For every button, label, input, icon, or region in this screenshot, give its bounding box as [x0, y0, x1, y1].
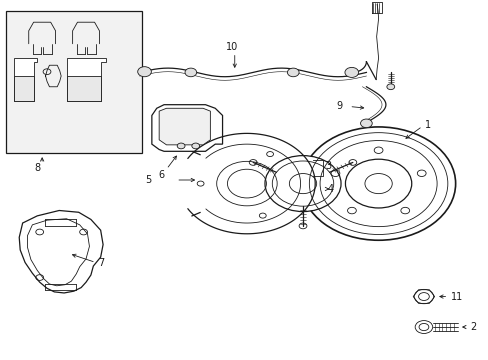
- Circle shape: [138, 67, 151, 77]
- Text: 4: 4: [327, 184, 333, 194]
- Circle shape: [191, 143, 199, 149]
- Polygon shape: [14, 76, 34, 101]
- Polygon shape: [159, 108, 210, 145]
- Text: 5: 5: [145, 175, 152, 185]
- Text: 9: 9: [335, 101, 341, 111]
- Polygon shape: [19, 211, 103, 293]
- Text: 8: 8: [34, 163, 40, 173]
- Polygon shape: [152, 105, 222, 151]
- Circle shape: [264, 156, 340, 212]
- Polygon shape: [14, 58, 37, 101]
- Text: 2: 2: [469, 322, 475, 332]
- Circle shape: [344, 67, 358, 77]
- Polygon shape: [66, 58, 105, 101]
- FancyBboxPatch shape: [5, 12, 142, 153]
- Circle shape: [386, 84, 394, 90]
- Circle shape: [414, 320, 432, 333]
- Text: 10: 10: [226, 42, 238, 52]
- Text: 11: 11: [450, 292, 462, 302]
- Text: 3: 3: [325, 161, 330, 171]
- Circle shape: [287, 68, 299, 77]
- Circle shape: [360, 119, 371, 128]
- Circle shape: [184, 68, 196, 77]
- Circle shape: [413, 289, 433, 304]
- Circle shape: [301, 127, 455, 240]
- Polygon shape: [66, 76, 101, 101]
- Text: 6: 6: [158, 170, 164, 180]
- Circle shape: [177, 143, 184, 149]
- Text: 1: 1: [424, 121, 430, 130]
- Text: 7: 7: [98, 258, 104, 268]
